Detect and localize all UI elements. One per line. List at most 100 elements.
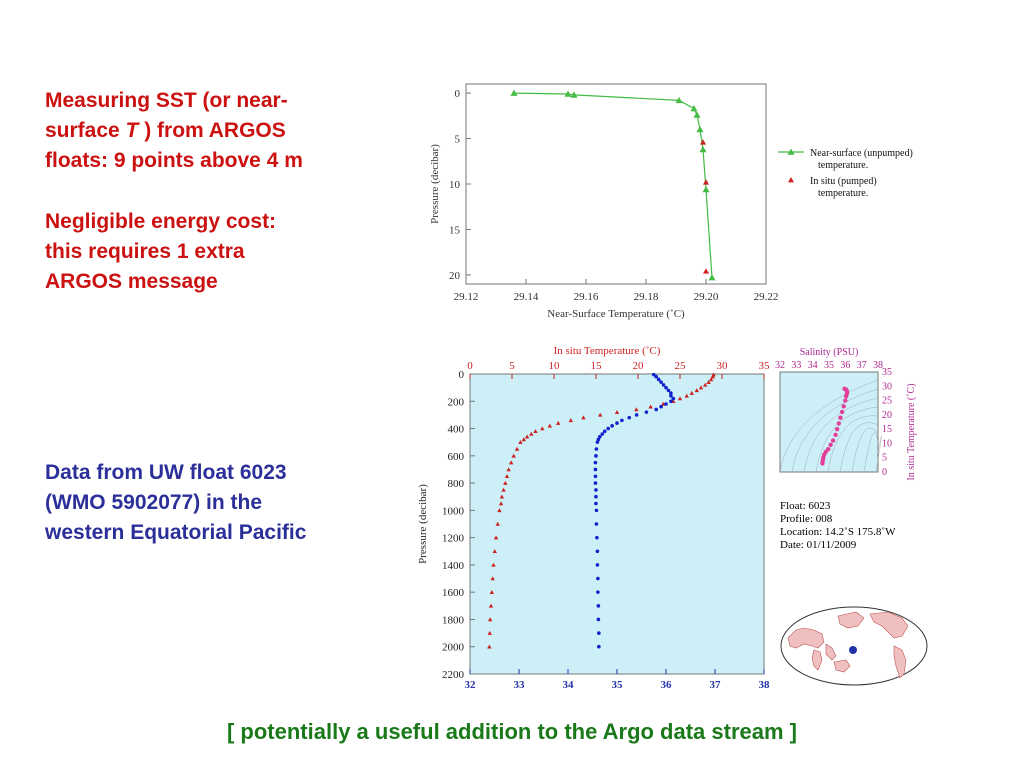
ts-x-tick-label: 38 [873, 360, 883, 371]
ts-point [825, 446, 831, 452]
temperature-point [533, 429, 538, 434]
ts-x-tick-label: 35 [824, 360, 834, 371]
temperature-point [491, 562, 496, 567]
temperature-point [487, 644, 492, 649]
y-axis-label: Pressure (decibar) [429, 144, 441, 224]
salinity-point [597, 644, 601, 649]
temperature-point [503, 480, 508, 485]
footer-text: [ potentially a useful addition to the A… [226, 719, 797, 744]
temperature-point [598, 412, 603, 417]
y-tick-label: 1600 [442, 587, 465, 599]
legend-insitu-marker [788, 177, 794, 183]
temperature-point [694, 388, 699, 393]
temperature-point [703, 382, 708, 387]
legend-surface-marker [787, 148, 795, 155]
y-tick-label: 5 [455, 134, 461, 146]
legend-insitu-label: In situ (pumped) [810, 176, 877, 187]
top-x-tick-label: 25 [675, 360, 687, 372]
salinity-point [600, 432, 605, 436]
y-tick-label: 0 [459, 369, 465, 381]
plot-frame [469, 373, 765, 675]
salinity-point [597, 631, 601, 635]
surface-series-point [570, 91, 578, 98]
ts-y-tick-label: 25 [882, 396, 892, 407]
temperature-point [489, 589, 495, 594]
heading-line3: floats: 9 points above 4 m [45, 149, 303, 172]
temperature-point [698, 385, 704, 390]
salinity-point [594, 522, 599, 526]
salinity-point [602, 429, 607, 434]
temperature-point [504, 474, 510, 479]
salinity-point [593, 460, 598, 465]
heading-text: Measuring SST (or near- surface T ) from… [45, 86, 375, 176]
temperature-point [497, 508, 502, 513]
salinity-point [666, 388, 671, 393]
ts-diagram-chart: 32 33 34 35 36 37 38 Salinity (PSU) 0 5 10 15 20 25 30… [775, 347, 917, 481]
temperature-point [706, 379, 711, 384]
temperature-point [684, 393, 689, 398]
x-tick-label: 29.20 [694, 291, 719, 303]
temperature-point [501, 487, 506, 492]
y-tick-label: 2200 [442, 669, 465, 681]
salinity-point [594, 494, 598, 499]
top-x-tick-label: 30 [717, 360, 729, 372]
legend-surface-label-cont: temperature. [818, 160, 868, 171]
ts-x-axis-label: Salinity (PSU) [800, 347, 859, 358]
energy-text: Negligible energy cost: this requires 1 … [45, 207, 375, 297]
ts-x-tick-label: 32 [775, 360, 785, 371]
temperature-point [492, 549, 497, 554]
location-text: Location: 14.2˚S 175.8˚W [780, 526, 896, 538]
salinity-point [669, 394, 673, 398]
ts-point [838, 415, 843, 420]
salinity-point [627, 415, 632, 420]
map-continent [825, 643, 837, 661]
salinity-point [596, 617, 601, 622]
ts-point [843, 398, 848, 403]
salinity-point [654, 407, 658, 412]
y-tick-label: 10 [449, 179, 461, 191]
map-continent [869, 611, 909, 639]
salinity-point [610, 424, 614, 428]
temperature-point [495, 521, 500, 526]
top-x-tick-label: 5 [509, 360, 515, 372]
top-x-tick-label: 20 [633, 360, 645, 372]
profile-chart: 0 5 10 15 20 25 30 35 In situ Temperature (˚C) 32… [417, 345, 771, 690]
salinity-point [634, 413, 639, 417]
y-tick-label: 1200 [442, 533, 465, 545]
y-tick-label: 15 [449, 224, 461, 236]
salinity-point [659, 380, 663, 384]
temperature-point [556, 420, 561, 425]
surface-series-point [708, 274, 716, 281]
salinity-point [620, 418, 624, 423]
map-continent [833, 659, 851, 673]
salinity-point [669, 391, 673, 395]
insitu-series-point [703, 268, 709, 274]
salinity-point [596, 590, 600, 594]
ts-x-tick-label: 36 [840, 360, 850, 371]
y-tick-label: 200 [448, 396, 465, 408]
top-x-axis-label: In situ Temperature (˚C) [554, 345, 661, 357]
salinity-point [664, 385, 668, 390]
surface-series-point [690, 105, 698, 112]
surface-series-line [513, 92, 713, 278]
ts-x-tick-label: 37 [857, 360, 867, 371]
ts-point [839, 409, 845, 415]
density-contour [863, 432, 879, 473]
density-contour [851, 428, 879, 473]
salinity-point [671, 396, 676, 401]
salinity-point [595, 440, 600, 444]
salinity-point [595, 549, 600, 554]
surface-series-point [699, 145, 707, 153]
ts-y-tick-label: 5 [882, 453, 887, 464]
ts-point [836, 421, 841, 426]
salinity-point [594, 508, 599, 513]
top-x-tick-label: 35 [759, 360, 771, 372]
ts-point [830, 438, 836, 443]
heading-line2: surface T ) from ARGOS [45, 119, 286, 142]
density-contour [779, 379, 879, 473]
temperature-point [568, 418, 573, 423]
bottom-x-tick-label: 38 [759, 679, 771, 690]
heading-line1: Measuring SST (or near- [45, 89, 288, 112]
salinity-point [654, 374, 658, 379]
salinity-point [593, 467, 598, 472]
